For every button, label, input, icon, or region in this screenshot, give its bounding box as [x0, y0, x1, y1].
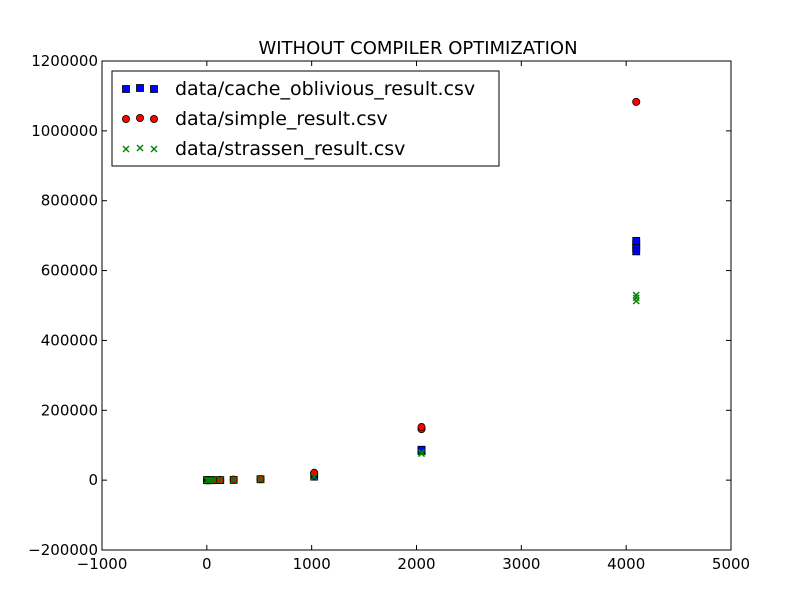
- data-point-s2-14: [632, 291, 640, 299]
- data-point-s2-3: [205, 476, 213, 484]
- data-point-s2-12: [632, 297, 640, 305]
- data-point-s1-13: [632, 97, 641, 106]
- data-point-s2-13: [632, 294, 640, 302]
- legend-marker-1: [135, 114, 144, 123]
- y-tick-label: 800000: [41, 192, 98, 210]
- legend-box: [111, 70, 500, 167]
- data-point-s0-16: [632, 236, 641, 245]
- legend-marker-2: [150, 145, 158, 153]
- data-points: [203, 97, 641, 485]
- legend-label-1: data/simple_result.csv: [175, 108, 388, 130]
- legend-marker-0: [150, 85, 158, 93]
- data-point-s2-9: [310, 473, 318, 481]
- legend: data/cache_oblivious_result.csv data/simp…: [111, 70, 500, 167]
- x-tick-label: 0: [202, 555, 212, 573]
- legend-marker-2: [136, 144, 144, 152]
- legend-marker-2: [122, 145, 130, 153]
- y-tick-label: 1200000: [31, 52, 98, 70]
- legend-marker-0: [136, 84, 144, 92]
- data-point-s2-7: [230, 476, 238, 484]
- legend-marker-0: [122, 85, 130, 93]
- axis-ticks: −1000 0 1000 2000 3000 4000 5000 −200000 0 200000…: [28, 52, 750, 573]
- y-tick-label: 200000: [41, 401, 98, 419]
- y-tick-label: 600000: [41, 262, 98, 280]
- x-tick-label: 2000: [397, 555, 435, 573]
- data-point-s1-12: [417, 423, 426, 432]
- data-point-s2-6: [216, 476, 224, 484]
- legend-marker-1: [122, 115, 131, 124]
- x-tick-label: −1000: [77, 555, 128, 573]
- x-tick-label: 1000: [293, 555, 331, 573]
- x-tick-label: 4000: [607, 555, 645, 573]
- y-tick-label: 400000: [41, 331, 98, 349]
- data-point-s2-10: [418, 450, 426, 458]
- y-tick-label: 1000000: [31, 122, 98, 140]
- legend-label-0: data/cache_oblivious_result.csv: [175, 78, 475, 100]
- data-point-s2-8: [257, 475, 265, 483]
- legend-label-2: data/strassen_result.csv: [175, 138, 405, 160]
- y-tick-label: −200000: [28, 541, 98, 559]
- x-tick-label: 5000: [712, 555, 750, 573]
- chart-title: WITHOUT COMPILER OPTIMIZATION: [258, 38, 577, 59]
- y-tick-label: 0: [88, 471, 98, 489]
- data-point-s2-5: [210, 476, 218, 484]
- data-point-s2-11: [418, 448, 426, 456]
- x-tick-label: 3000: [502, 555, 540, 573]
- legend-marker-1: [149, 115, 158, 124]
